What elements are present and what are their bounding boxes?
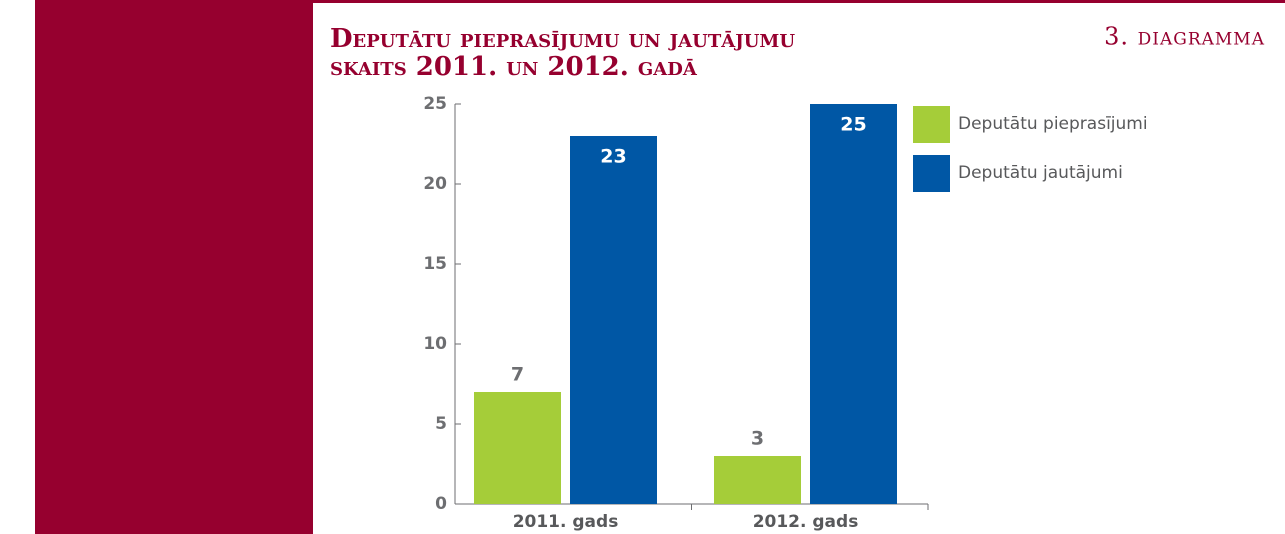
chart-title: skaits 2011. un 2012. gadā xyxy=(330,52,698,82)
y-tick-label: 25 xyxy=(423,94,447,114)
y-tick-label: 15 xyxy=(423,254,447,274)
y-tick-label: 10 xyxy=(423,334,447,354)
bar xyxy=(570,136,657,504)
bar xyxy=(474,392,561,504)
legend-swatch xyxy=(913,106,950,143)
value-label: 3 xyxy=(751,428,764,450)
x-tick-label: 2012. gads xyxy=(753,512,859,532)
y-tick-label: 20 xyxy=(423,174,447,194)
side-panel xyxy=(35,0,313,534)
x-tick-label: 2011. gads xyxy=(513,512,619,532)
chart-label: 3. diagramma xyxy=(1104,23,1265,51)
legend-label: Deputātu jautājumi xyxy=(958,163,1123,183)
value-label: 23 xyxy=(600,146,626,168)
legend-label: Deputātu pieprasījumi xyxy=(958,114,1148,134)
y-tick-label: 0 xyxy=(435,494,447,514)
chart-title: Deputātu pieprasījumu un jautājumu xyxy=(330,24,795,54)
top-rule xyxy=(313,0,1285,3)
bar xyxy=(714,456,801,504)
y-tick-label: 5 xyxy=(435,414,447,434)
legend-swatch xyxy=(913,155,950,192)
bar xyxy=(810,104,897,504)
value-label: 25 xyxy=(840,114,866,136)
value-label: 7 xyxy=(511,364,524,386)
